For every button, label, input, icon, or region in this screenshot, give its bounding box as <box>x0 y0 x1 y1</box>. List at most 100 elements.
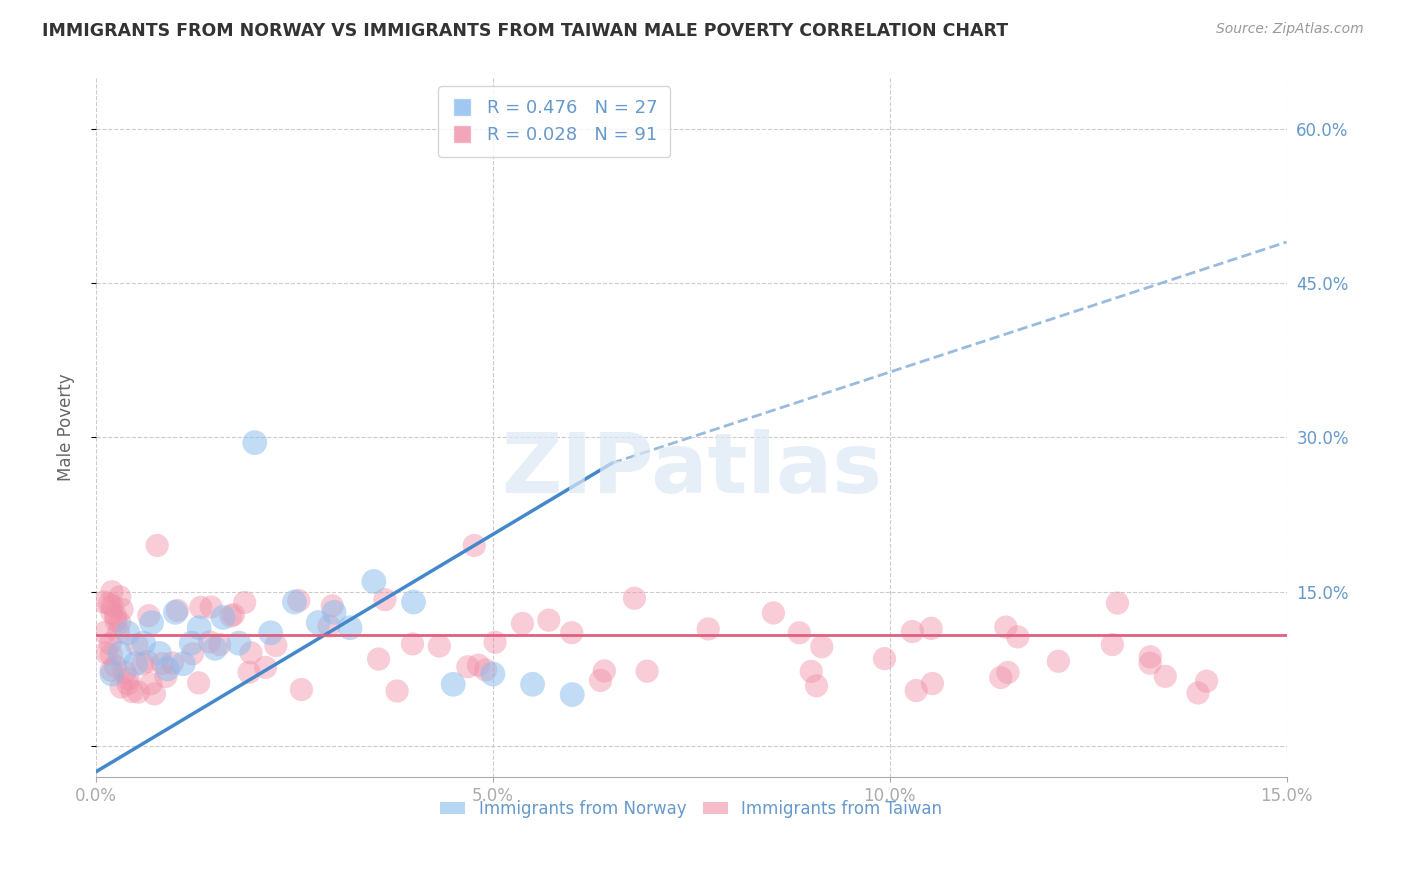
Point <box>561 625 583 640</box>
Point <box>589 673 612 688</box>
Point <box>108 615 131 630</box>
Point <box>117 625 139 640</box>
Point <box>162 656 184 670</box>
Point <box>136 655 159 669</box>
Point <box>512 616 534 631</box>
Point <box>283 595 305 609</box>
Point <box>441 677 464 691</box>
Point <box>287 593 309 607</box>
Point <box>165 605 187 619</box>
Point <box>100 648 122 662</box>
Point <box>1107 596 1129 610</box>
Legend: Immigrants from Norway, Immigrants from Taiwan: Immigrants from Norway, Immigrants from … <box>433 793 949 824</box>
Point <box>104 659 127 673</box>
Point <box>901 624 924 639</box>
Point <box>254 660 277 674</box>
Point <box>522 677 544 691</box>
Point <box>212 610 235 624</box>
Point <box>94 625 117 640</box>
Point <box>190 600 212 615</box>
Point <box>997 665 1019 680</box>
Point <box>1187 686 1209 700</box>
Point <box>121 684 143 698</box>
Point <box>323 605 346 619</box>
Point <box>233 595 256 609</box>
Point <box>697 622 720 636</box>
Point <box>427 639 450 653</box>
Point <box>318 619 340 633</box>
Point <box>1047 654 1070 668</box>
Point <box>93 595 115 609</box>
Point <box>219 609 242 624</box>
Point <box>1154 669 1177 683</box>
Point <box>537 613 560 627</box>
Y-axis label: Male Poverty: Male Poverty <box>58 374 75 481</box>
Point <box>385 684 408 698</box>
Point <box>131 657 153 671</box>
Point <box>101 667 124 681</box>
Point <box>141 615 163 630</box>
Point <box>117 677 139 691</box>
Point <box>363 574 385 589</box>
Point <box>1101 638 1123 652</box>
Point <box>482 667 505 681</box>
Point <box>152 657 174 671</box>
Point <box>467 658 489 673</box>
Point <box>228 636 250 650</box>
Point <box>96 646 118 660</box>
Point <box>623 591 645 606</box>
Point <box>208 638 231 652</box>
Point <box>463 538 485 552</box>
Point <box>243 435 266 450</box>
Point <box>111 602 134 616</box>
Point <box>105 614 128 628</box>
Point <box>172 657 194 671</box>
Point <box>204 641 226 656</box>
Point <box>321 599 343 613</box>
Point <box>108 647 131 661</box>
Point <box>156 662 179 676</box>
Point <box>264 639 287 653</box>
Point <box>127 685 149 699</box>
Point <box>905 683 928 698</box>
Point <box>1139 657 1161 671</box>
Point <box>259 625 281 640</box>
Point <box>143 687 166 701</box>
Point <box>180 636 202 650</box>
Point <box>789 625 811 640</box>
Point <box>108 590 131 604</box>
Text: Source: ZipAtlas.com: Source: ZipAtlas.com <box>1216 22 1364 37</box>
Point <box>138 608 160 623</box>
Point <box>873 651 896 665</box>
Point <box>166 603 188 617</box>
Point <box>181 647 204 661</box>
Point <box>98 597 121 611</box>
Point <box>101 599 124 613</box>
Point <box>994 620 1017 634</box>
Point <box>148 647 170 661</box>
Point <box>1139 649 1161 664</box>
Point <box>457 659 479 673</box>
Point <box>146 538 169 552</box>
Point <box>1007 630 1029 644</box>
Point <box>800 665 823 679</box>
Point <box>484 635 506 649</box>
Point <box>636 664 658 678</box>
Point <box>401 637 423 651</box>
Point <box>374 592 396 607</box>
Point <box>920 621 942 635</box>
Point <box>139 677 162 691</box>
Point <box>921 676 943 690</box>
Point <box>238 665 260 680</box>
Point <box>762 606 785 620</box>
Point <box>307 615 329 630</box>
Point <box>990 671 1012 685</box>
Point <box>101 584 124 599</box>
Text: ZIPatlas: ZIPatlas <box>501 429 882 509</box>
Point <box>561 688 583 702</box>
Point <box>117 672 139 686</box>
Point <box>200 600 222 615</box>
Point <box>125 638 148 652</box>
Point <box>806 679 828 693</box>
Point <box>367 652 389 666</box>
